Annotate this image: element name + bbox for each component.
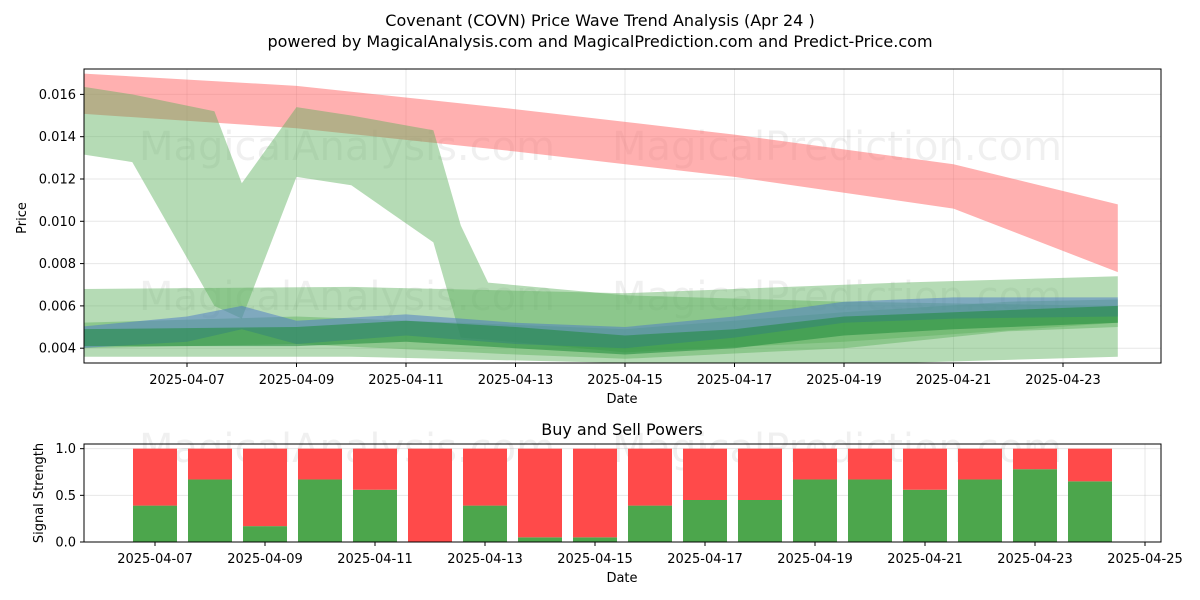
buy-bar-2025-04-16 [628, 505, 672, 542]
price-x-tick-label: 2025-04-19 [806, 373, 882, 388]
signal-title: Buy and Sell Powers [541, 420, 703, 439]
buy-bar-2025-04-22 [958, 479, 1002, 542]
price-y-tick-label: 0.008 [39, 257, 76, 272]
buy-bar-2025-04-10 [298, 479, 342, 542]
price-y-tick-label: 0.010 [39, 215, 76, 230]
signal-x-tick-label: 2025-04-07 [117, 552, 193, 567]
price-y-label: Price [15, 202, 30, 234]
sell-bar-2025-04-24 [1068, 448, 1112, 482]
price-x-label: Date [606, 392, 637, 407]
signal-x-label: Date [606, 571, 637, 586]
sell-bar-2025-04-12 [408, 448, 452, 542]
signal-x-tick-label: 2025-04-19 [777, 552, 853, 567]
signal-x-tick-label: 2025-04-13 [447, 552, 523, 567]
sell-bar-2025-04-11 [353, 448, 397, 490]
price-x-tick-label: 2025-04-11 [368, 373, 444, 388]
buy-bar-2025-04-15 [573, 537, 617, 542]
price-x-axis: 2025-04-07 2025-04-09 2025-04-11 2025-04-13… [149, 363, 1101, 388]
price-y-tick-label: 0.016 [39, 88, 76, 103]
signal-x-tick-label: 2025-04-25 [1107, 552, 1183, 567]
signal-y-tick-label: 1.0 [55, 442, 76, 457]
sell-bar-2025-04-14 [518, 448, 562, 538]
sell-bar-2025-04-18 [738, 448, 782, 500]
sell-bar-2025-04-13 [463, 448, 507, 506]
sell-bar-2025-04-09 [243, 448, 287, 527]
price-y-axis: 0.004 0.006 0.008 0.010 0.012 0.014 0.016 [39, 88, 84, 357]
sell-bar-2025-04-23 [1013, 448, 1057, 470]
signal-panel: Buy and Sell Powers MagicalAnalysis.com … [32, 420, 1183, 586]
signal-x-tick-label: 2025-04-23 [997, 552, 1073, 567]
signal-x-axis: 2025-04-07 2025-04-09 2025-04-11 2025-04-13… [117, 542, 1183, 567]
buy-bar-2025-04-18 [738, 500, 782, 542]
price-y-tick-label: 0.004 [39, 342, 76, 357]
sell-bar-2025-04-21 [903, 448, 947, 490]
buy-bar-2025-04-21 [903, 489, 947, 542]
sell-bar-2025-04-16 [628, 448, 672, 506]
price-panel: MagicalAnalysis.com MagicalPrediction.co… [15, 68, 1162, 407]
price-x-tick-label: 2025-04-21 [916, 373, 992, 388]
sell-bar-2025-04-08 [188, 448, 232, 480]
sell-bar-2025-04-17 [683, 448, 727, 500]
price-y-tick-label: 0.014 [39, 130, 76, 145]
price-band-green-1 [84, 86, 1118, 353]
signal-y-label: Signal Strength [32, 443, 47, 543]
chart-title: Covenant (COVN) Price Wave Trend Analysi… [385, 11, 814, 30]
price-band-darkgreen-5 [84, 305, 1118, 355]
sell-bar-2025-04-10 [298, 448, 342, 480]
price-plot-frame [83, 68, 1162, 364]
price-x-tick-label: 2025-04-23 [1025, 373, 1101, 388]
sell-bar-2025-04-15 [573, 448, 617, 538]
buy-bar-2025-04-08 [188, 479, 232, 542]
signal-x-tick-label: 2025-04-17 [667, 552, 743, 567]
price-bands [84, 73, 1118, 363]
buy-bar-2025-04-07 [133, 505, 177, 542]
buy-bar-2025-04-20 [848, 479, 892, 542]
signal-x-tick-label: 2025-04-09 [227, 552, 303, 567]
buy-bar-2025-04-19 [793, 479, 837, 542]
buy-bar-2025-04-11 [353, 489, 397, 542]
price-y-tick-label: 0.006 [39, 299, 76, 314]
signal-x-tick-label: 2025-04-15 [557, 552, 633, 567]
price-x-tick-label: 2025-04-17 [697, 373, 773, 388]
signal-y-tick-label: 0.5 [55, 489, 76, 504]
buy-bar-2025-04-09 [243, 526, 287, 542]
sell-bar-2025-04-22 [958, 448, 1002, 480]
buy-bar-2025-04-23 [1013, 469, 1057, 542]
buy-bar-2025-04-13 [463, 505, 507, 542]
chart-subtitle: powered by MagicalAnalysis.com and Magic… [267, 32, 932, 51]
price-x-tick-label: 2025-04-15 [587, 373, 663, 388]
watermark-analysis-mid: MagicalAnalysis.com [139, 274, 555, 320]
price-band-red-0 [84, 73, 1118, 273]
price-y-tick-label: 0.012 [39, 172, 76, 187]
price-x-tick-label: 2025-04-07 [149, 373, 225, 388]
buy-bar-2025-04-24 [1068, 481, 1112, 542]
signal-x-tick-label: 2025-04-11 [337, 552, 413, 567]
price-x-tick-label: 2025-04-09 [259, 373, 335, 388]
signal-bars [133, 448, 1112, 542]
sell-bar-2025-04-19 [793, 448, 837, 480]
buy-bar-2025-04-17 [683, 500, 727, 542]
signal-plot-frame [83, 443, 1162, 543]
signal-x-tick-label: 2025-04-21 [887, 552, 963, 567]
signal-y-axis: 0.0 0.5 1.0 [55, 442, 84, 551]
buy-bar-2025-04-14 [518, 537, 562, 542]
sell-bar-2025-04-20 [848, 448, 892, 480]
signal-y-tick-label: 0.0 [55, 536, 76, 551]
price-x-tick-label: 2025-04-13 [478, 373, 554, 388]
sell-bar-2025-04-07 [133, 448, 177, 506]
